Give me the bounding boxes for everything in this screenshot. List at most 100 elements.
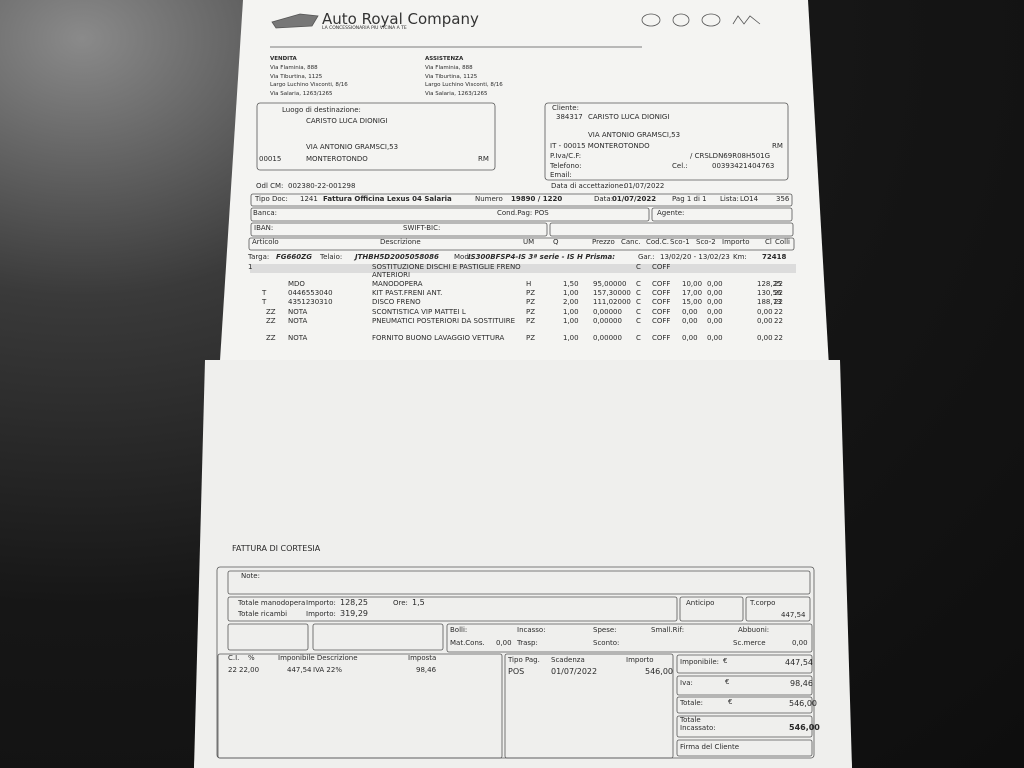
odl-label: Odl CM: <box>256 182 284 190</box>
piva-label: P.Iva/C.F: <box>550 152 582 160</box>
text: Importo <box>722 238 750 246</box>
box <box>250 222 548 237</box>
box <box>676 715 813 738</box>
q: 1,00 <box>563 334 579 342</box>
iban-label: IBAN: <box>254 224 274 232</box>
pct: % <box>248 654 255 662</box>
um: PZ <box>526 308 536 316</box>
cl: 22 <box>774 308 783 316</box>
agent-label: Agente: <box>657 209 685 217</box>
price: 157,30000 <box>593 289 631 297</box>
coff: COFF <box>652 334 671 342</box>
amount: 188,73 <box>757 298 782 306</box>
parts-amount-label: Importo: <box>306 610 336 618</box>
box <box>745 596 811 622</box>
amount: 130,56 <box>757 289 782 297</box>
goods-discount: 0,00 <box>792 639 808 647</box>
amount: 0,00 <box>757 334 773 342</box>
sc1: 10,00 <box>682 280 703 288</box>
tel-label: Telefono: <box>550 162 582 170</box>
box <box>651 207 793 222</box>
desc: KIT PAST.FRENI ANT. <box>372 289 443 297</box>
hours: 1,5 <box>412 598 425 607</box>
title: FATTURA DI CORTESIA <box>232 544 321 553</box>
number: 19890 / 1220 <box>511 195 563 203</box>
sc2: 0,00 <box>707 334 723 342</box>
taxable: 447,54 <box>785 658 813 667</box>
expenses-label: Spese: <box>593 626 617 634</box>
type-label: Tipo Doc: <box>255 195 288 203</box>
type: ZZ <box>266 334 276 342</box>
collected: 546,00 <box>789 723 820 732</box>
box <box>250 193 793 207</box>
type: Tipo Pag. <box>508 656 540 664</box>
type: 1 <box>248 263 253 271</box>
code: NOTA <box>288 317 308 325</box>
tax: Imposta <box>408 654 437 662</box>
box <box>504 653 674 759</box>
hours-label: Ore: <box>393 599 408 607</box>
name: CARISTO LUCA DIONIGI <box>588 113 670 121</box>
swift-label: SWIFT-BIC: <box>403 224 441 232</box>
um: H <box>526 280 532 288</box>
coff: COFF <box>652 308 671 316</box>
price: 95,00000 <box>593 280 627 288</box>
number-label: Numero <box>475 195 503 203</box>
box <box>676 739 813 757</box>
sc1: 0,00 <box>682 308 698 316</box>
materials-label: Mat.Cons. <box>450 639 485 647</box>
code: 384317 <box>556 113 583 121</box>
body-amount: 447,54 <box>781 611 806 619</box>
coff: COFF <box>652 317 671 325</box>
ref-label: Small.Rif: <box>651 626 685 634</box>
vin-label: Telaio: <box>320 253 343 261</box>
box <box>248 237 795 251</box>
city: MONTEROTONDO <box>306 155 368 163</box>
brand-logo <box>732 15 761 25</box>
q: 2,00 <box>563 298 579 306</box>
collected-label: Totale Incassato: <box>680 716 716 732</box>
prov: RM <box>772 142 783 150</box>
text: Prezzo <box>592 238 615 246</box>
type-name: Fattura Officina Lexus 04 Salaria <box>323 195 452 203</box>
type-code: 1241 <box>300 195 318 203</box>
model: IS300BFSP4-IS 3ª serie - IS H Prisma: <box>468 253 616 261</box>
desc: IVA 22% <box>313 666 342 674</box>
taxable-label: Imponibile: <box>680 658 719 666</box>
accept: 01/07/2022 <box>624 182 665 190</box>
total-label: Totale: <box>680 699 704 707</box>
cl: 22 <box>774 317 783 325</box>
due: Scadenza <box>551 656 585 664</box>
sc2: 0,00 <box>707 298 723 306</box>
brand-logo <box>672 13 690 27</box>
list-code: 356 <box>776 195 790 203</box>
goods-discount-label: Sc.merce <box>733 639 766 647</box>
note-label: Note: <box>241 572 260 580</box>
coff: COFF <box>652 298 671 306</box>
code: NOTA <box>288 308 308 316</box>
brand-logo <box>641 13 661 27</box>
terms: Cond.Pag: POS <box>497 209 549 217</box>
collection-label: Incasso: <box>517 626 546 634</box>
box <box>250 207 650 222</box>
vat-currency: € <box>725 678 730 686</box>
desc: FORNITO BUONO LAVAGGIO VETTURA <box>372 334 505 342</box>
parts-label: Totale ricambi <box>238 610 288 618</box>
cel-label: Cel.: <box>672 162 688 170</box>
labor-label: Totale manodopera <box>238 599 306 607</box>
advance-label: Anticipo <box>686 599 715 607</box>
plate: FG660ZG <box>276 253 312 261</box>
code: NOTA <box>288 334 308 342</box>
base-desc: Imponibile Descrizione <box>278 654 358 662</box>
transport-label: Trasp: <box>517 639 538 647</box>
coff: COFF <box>652 289 671 297</box>
c: C <box>636 308 641 316</box>
amount: 0,00 <box>757 317 773 325</box>
amount: 546,00 <box>645 667 673 676</box>
price: 111,02000 <box>593 298 631 306</box>
title: ASSISTENZA <box>425 56 464 62</box>
q: 1,00 <box>563 308 579 316</box>
text: Q <box>553 238 559 246</box>
text: Descrizione <box>380 238 421 246</box>
